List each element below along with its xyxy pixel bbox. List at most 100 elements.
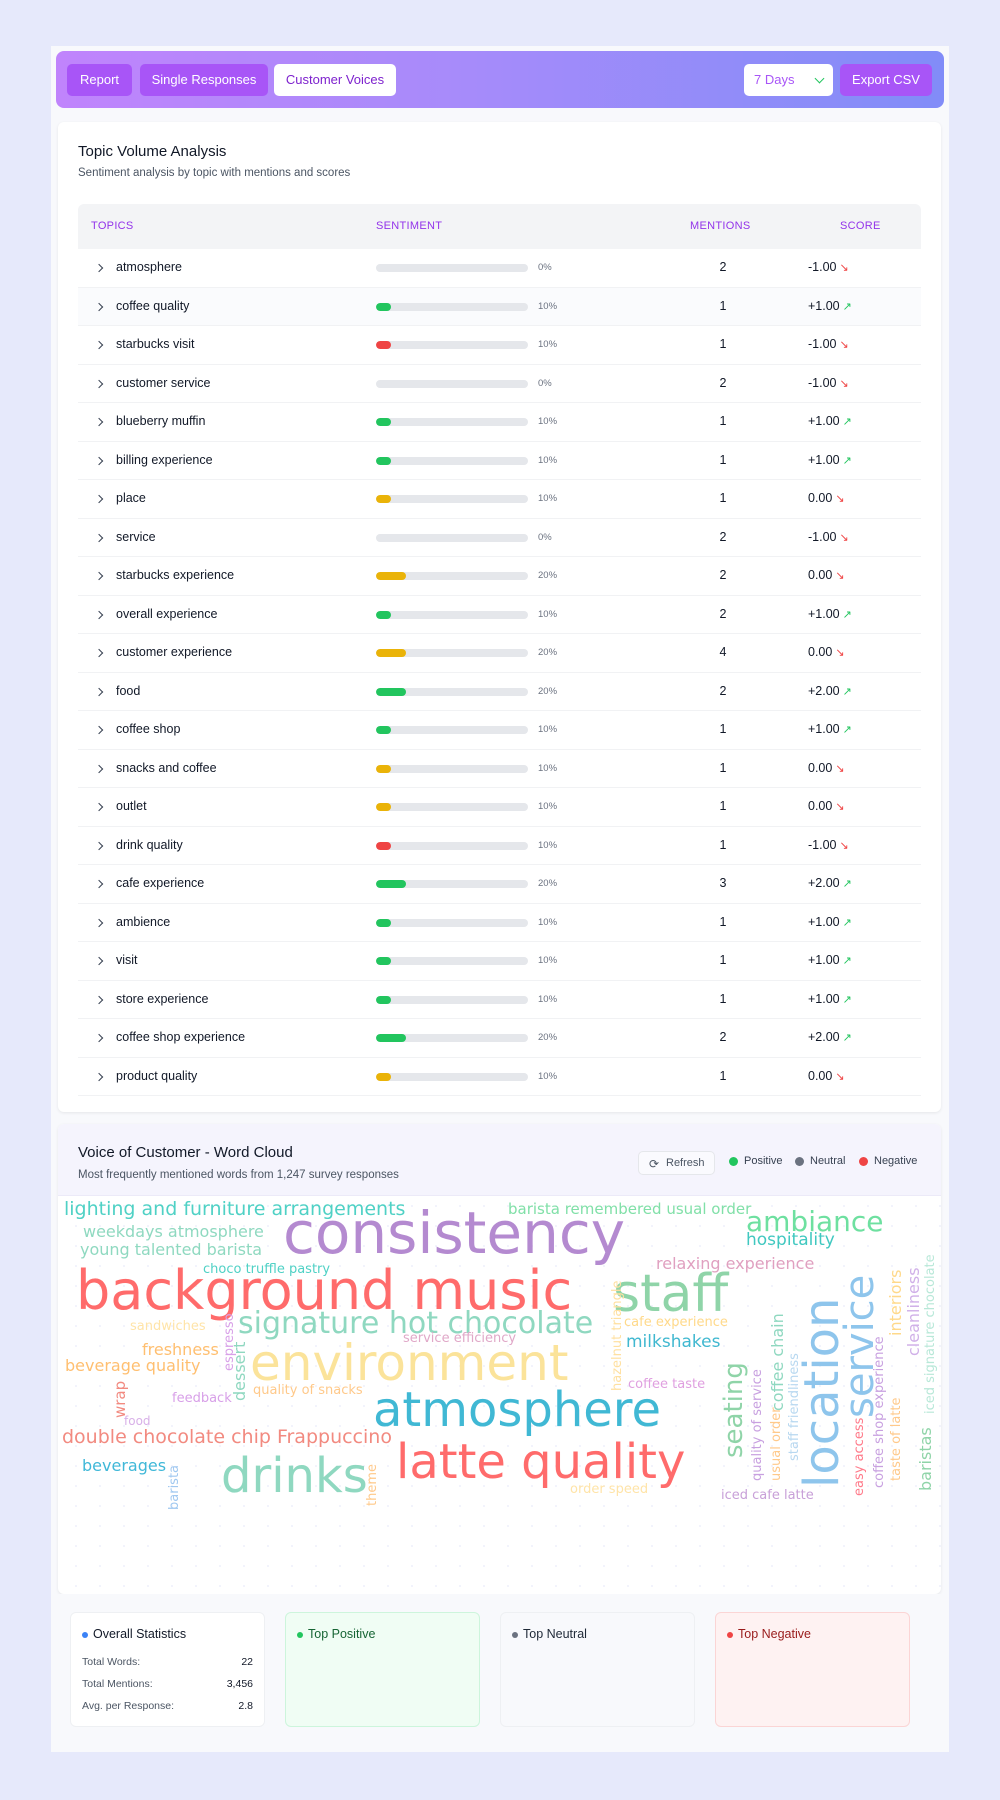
chevron-right-icon[interactable] (94, 1072, 104, 1081)
cloud-word[interactable]: lighting and furniture arrangements (64, 1198, 406, 1220)
cloud-word[interactable]: theme (365, 1464, 380, 1506)
cloud-word[interactable]: freshness (142, 1340, 219, 1359)
cloud-word[interactable]: service efficiency (403, 1331, 517, 1346)
date-range-select[interactable]: 7 Days (744, 64, 833, 96)
col-score[interactable]: SCORE (840, 220, 881, 232)
table-row[interactable]: atmosphere 0% 2 -1.00 ↘ (78, 249, 921, 288)
chevron-right-icon[interactable] (94, 417, 104, 427)
table-row[interactable]: ambience 10% 1 +1.00 ↗ (78, 904, 921, 942)
cloud-word[interactable]: quality of snacks (253, 1383, 363, 1398)
cloud-word[interactable]: double chocolate chip Frappuccino (62, 1426, 392, 1448)
cloud-word[interactable]: environment (250, 1334, 569, 1392)
table-row[interactable]: outlet 10% 1 0.00 ↘ (78, 788, 921, 827)
cloud-word[interactable]: weekdays atmosphere (83, 1222, 264, 1241)
cloud-word[interactable]: cleanliness (904, 1267, 923, 1356)
cloud-word[interactable]: interiors (886, 1269, 905, 1336)
cloud-word[interactable]: hospitality (746, 1230, 835, 1250)
cloud-word[interactable]: dessert (230, 1341, 249, 1401)
cloud-word[interactable]: baristas (916, 1427, 935, 1491)
chevron-right-icon[interactable] (94, 918, 104, 927)
cloud-word[interactable]: beverage quality (65, 1356, 201, 1375)
cloud-word[interactable]: iced cafe latte (721, 1488, 814, 1503)
table-row[interactable]: drink quality 10% 1 -1.00 ↘ (78, 827, 921, 865)
chevron-right-icon[interactable] (94, 687, 104, 696)
table-row[interactable]: blueberry muffin 10% 1 +1.00 ↗ (78, 403, 921, 442)
cloud-word[interactable]: quality of service (750, 1369, 765, 1481)
table-row[interactable]: food 20% 2 +2.00 ↗ (78, 673, 921, 711)
chevron-right-icon[interactable] (94, 764, 104, 773)
cloud-word[interactable]: relaxing experience (656, 1254, 815, 1273)
cloud-word[interactable]: hazelnut triangle (610, 1280, 625, 1391)
table-row[interactable]: starbucks experience 20% 2 0.00 ↘ (78, 557, 921, 596)
chevron-right-icon[interactable] (94, 302, 104, 311)
cloud-word[interactable]: order speed (570, 1482, 649, 1497)
table-row[interactable]: customer experience 20% 4 0.00 ↘ (78, 634, 921, 673)
cloud-word[interactable]: latte quality (396, 1434, 686, 1490)
chevron-right-icon[interactable] (94, 802, 104, 812)
col-topics[interactable]: TOPICS (91, 220, 134, 232)
chevron-right-icon[interactable] (94, 956, 104, 966)
table-row[interactable]: overall experience 10% 2 +1.00 ↗ (78, 596, 921, 634)
chevron-right-icon[interactable] (94, 571, 104, 581)
tab-report[interactable]: Report (67, 64, 132, 96)
tab-customer-voices[interactable]: Customer Voices (274, 64, 396, 96)
refresh-button[interactable]: ⟳ Refresh (638, 1151, 715, 1175)
table-row[interactable]: coffee shop 10% 1 +1.00 ↗ (78, 711, 921, 750)
table-row[interactable]: coffee shop experience 20% 2 +2.00 ↗ (78, 1019, 921, 1058)
cloud-word[interactable]: food (124, 1414, 151, 1428)
cloud-word[interactable]: consistency (283, 1199, 626, 1267)
table-row[interactable]: store experience 10% 1 +1.00 ↗ (78, 981, 921, 1019)
chevron-right-icon[interactable] (94, 610, 104, 619)
col-sentiment[interactable]: SENTIMENT (376, 220, 443, 232)
chevron-right-icon[interactable] (94, 648, 104, 658)
table-row[interactable]: visit 10% 1 +1.00 ↗ (78, 942, 921, 981)
cloud-word[interactable]: iced signature chocolate (923, 1254, 938, 1414)
cloud-word[interactable]: sandwiches (130, 1319, 206, 1334)
cloud-word[interactable]: milkshakes (626, 1332, 721, 1352)
cloud-word[interactable]: beverages (82, 1456, 167, 1475)
cloud-word[interactable]: wrap (111, 1380, 129, 1418)
chevron-right-icon[interactable] (94, 725, 104, 735)
cloud-word[interactable]: coffee shop experience (872, 1336, 887, 1488)
chevron-right-icon[interactable] (94, 1033, 104, 1043)
chevron-right-icon[interactable] (94, 379, 104, 388)
chevron-right-icon[interactable] (94, 456, 104, 465)
table-row[interactable]: coffee quality 10% 1 +1.00 ↗ (78, 287, 921, 326)
tab-single-responses[interactable]: Single Responses (140, 64, 268, 96)
cloud-word[interactable]: feedback (172, 1391, 232, 1406)
table-row[interactable]: place 10% 1 0.00 ↘ (78, 480, 921, 519)
cloud-word[interactable]: barista remembered usual order (508, 1200, 752, 1218)
chevron-right-icon[interactable] (94, 340, 104, 350)
chevron-right-icon[interactable] (94, 995, 104, 1004)
cloud-word[interactable]: easy access (852, 1417, 867, 1496)
cloud-word[interactable]: atmosphere (373, 1382, 661, 1438)
cloud-word[interactable]: barista (167, 1464, 182, 1510)
cloud-word[interactable]: choco truffle pastry (203, 1262, 331, 1277)
cloud-word[interactable]: drinks (221, 1448, 368, 1504)
cloud-word[interactable]: young talented barista (80, 1240, 263, 1259)
table-row[interactable]: product quality 10% 1 0.00 ↘ (78, 1058, 921, 1096)
chevron-right-icon[interactable] (94, 263, 104, 273)
chevron-right-icon[interactable] (94, 879, 104, 889)
cloud-word[interactable]: seating (719, 1362, 749, 1458)
export-csv-button[interactable]: Export CSV (840, 64, 932, 96)
cloud-word[interactable]: staff (613, 1264, 729, 1324)
cloud-word[interactable]: taste of latte (889, 1397, 904, 1482)
table-row[interactable]: snacks and coffee 10% 1 0.00 ↘ (78, 750, 921, 788)
table-row[interactable]: billing experience 10% 1 +1.00 ↗ (78, 442, 921, 480)
cloud-word[interactable]: coffee chain (768, 1313, 787, 1411)
table-row[interactable]: customer service 0% 2 -1.00 ↘ (78, 365, 921, 403)
cloud-word[interactable]: ambiance (746, 1205, 884, 1238)
table-row[interactable]: service 0% 2 -1.00 ↘ (78, 519, 921, 557)
chevron-right-icon[interactable] (94, 533, 104, 542)
chevron-right-icon[interactable] (94, 494, 104, 504)
table-row[interactable]: starbucks visit 10% 1 -1.00 ↘ (78, 326, 921, 365)
col-mentions[interactable]: MENTIONS (690, 220, 751, 232)
cloud-word[interactable]: cafe experience (624, 1315, 728, 1330)
cloud-word[interactable]: usual order (769, 1407, 784, 1481)
cloud-word[interactable]: signature hot chocolate (238, 1306, 594, 1341)
cloud-word[interactable]: coffee taste (628, 1377, 706, 1392)
word-cloud-canvas[interactable]: lighting and furniture arrangements baris… (58, 1196, 941, 1594)
chevron-right-icon[interactable] (94, 841, 104, 850)
cloud-word[interactable]: background music (76, 1259, 573, 1322)
